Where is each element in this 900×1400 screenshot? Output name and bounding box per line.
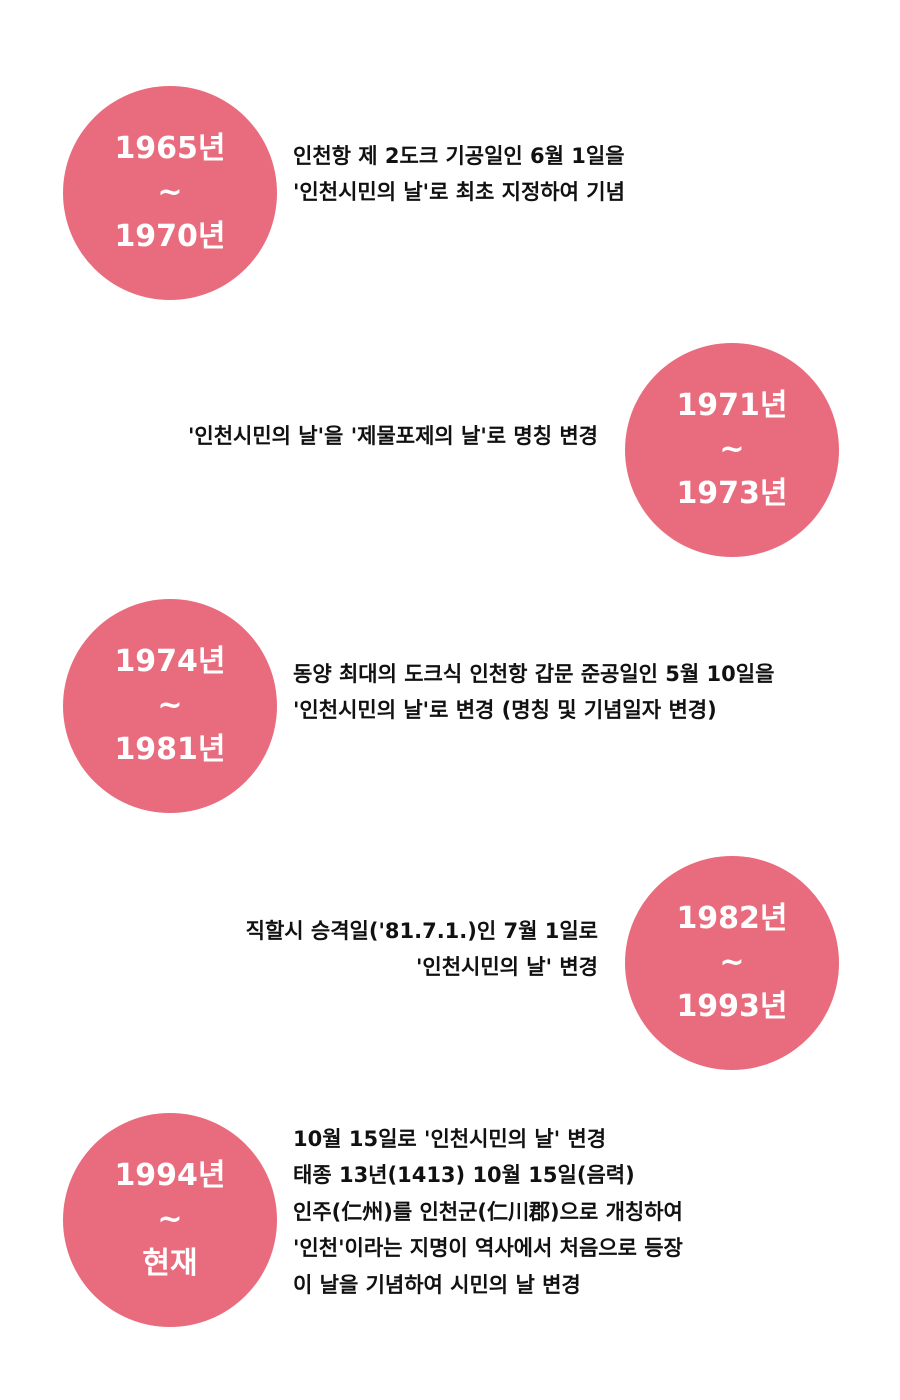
period-separator: ~ (719, 945, 745, 980)
description-line: 10월 15일로 '인천시민의 날' 변경 (293, 1126, 607, 1151)
period-circle: 1974년 ~1981년 (63, 599, 277, 813)
description-line: '인천시민의 날' 변경 (415, 955, 598, 979)
description: 직할시 승격일('81.7.1.)인 7월 1일로 '인천시민의 날' 변경 (246, 913, 598, 986)
period-separator: ~ (719, 432, 745, 467)
period-circle: 1982년 ~1993년 (625, 856, 839, 1070)
description-line: 인주(仁州)를 인천군(仁川郡)으로 개칭하여 (293, 1199, 683, 1224)
period-start: 1974년 (114, 644, 226, 679)
description-line: 태종 13년(1413) 10월 15일(음력) (293, 1163, 635, 1188)
period-separator: ~ (157, 175, 183, 210)
description-line: '인천시민의 날'로 최초 지정하여 기념 (293, 180, 625, 204)
period-end: 1993년 (676, 989, 788, 1024)
description: '인천시민의 날'을 '제물포제의 날'로 명칭 변경 (188, 418, 598, 455)
description-line: '인천시민의 날'을 '제물포제의 날'로 명칭 변경 (187, 423, 598, 448)
period-start: 1982년 (676, 901, 788, 936)
period-end: 현재 (142, 1246, 198, 1281)
description-line: 이 날을 기념하여 시민의 날 변경 (293, 1272, 581, 1297)
period-separator: ~ (157, 688, 183, 723)
description: 인천항 제 2도크 기공일인 6월 1일을 '인천시민의 날'로 최초 지정하여 … (293, 138, 625, 211)
description-line: '인천'이라는 지명이 역사에서 처음으로 등장 (293, 1236, 683, 1261)
description-line: '인천시민의 날'로 변경 (명칭 및 기념일자 변경) (293, 698, 717, 722)
period-start: 1994년 (114, 1158, 226, 1193)
description-line: 동양 최대의 도크식 인천항 갑문 준공일인 5월 10일을 (293, 661, 775, 686)
period-end: 1973년 (676, 476, 788, 511)
period-end: 1981년 (114, 732, 226, 767)
period-circle: 1971년 ~1973년 (625, 343, 839, 557)
period-start: 1965년 (114, 131, 226, 166)
period-end: 1970년 (114, 219, 226, 254)
period-start: 1971년 (676, 388, 788, 423)
period-circle: 1965년 ~1970년 (63, 86, 277, 300)
description-line: 인천항 제 2도크 기공일인 6월 1일을 (293, 143, 625, 168)
period-circle: 1994년 ~ 현재 (63, 1113, 277, 1327)
description: 동양 최대의 도크식 인천항 갑문 준공일인 5월 10일을 '인천시민의 날'로… (293, 656, 774, 729)
period-separator: ~ (157, 1202, 183, 1237)
description-line: 직할시 승격일('81.7.1.)인 7월 1일로 (245, 918, 598, 943)
